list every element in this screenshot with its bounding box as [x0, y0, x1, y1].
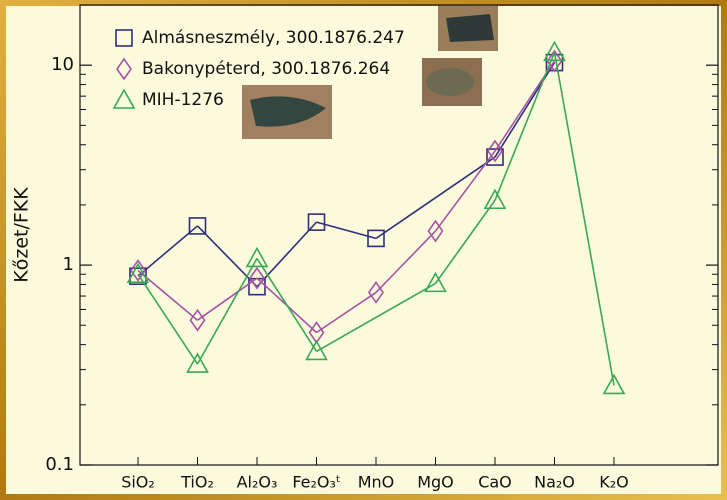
- background: [6, 6, 721, 494]
- line-segment: [137, 273, 199, 365]
- legend-symbol: [116, 57, 132, 81]
- y-tick-label: 1: [63, 254, 74, 275]
- data-point: [307, 213, 326, 231]
- data-point: [368, 281, 384, 304]
- x-tick-label: K₂O: [599, 473, 629, 492]
- legend-label: MIH-1276: [142, 90, 224, 110]
- data-point: [546, 49, 563, 73]
- line-segment: [196, 258, 258, 365]
- data-point: [245, 246, 269, 268]
- data-point: [424, 271, 447, 293]
- line-segment: [434, 150, 496, 232]
- legend-label: Bakonypéterd, 300.1876.264: [142, 59, 390, 79]
- line-segment: [256, 257, 318, 352]
- x-tick-label: Na₂O: [534, 473, 575, 492]
- data-point: [305, 339, 328, 361]
- line-segment: [137, 225, 199, 277]
- y-axis-label: Kőzet/FKK: [11, 187, 33, 283]
- data-point: [130, 259, 146, 282]
- data-point: [487, 139, 503, 163]
- data-point: [543, 40, 566, 62]
- x-tick-label: TiO₂: [180, 473, 214, 492]
- line-segment: [494, 51, 556, 201]
- x-tick-label: Al₂O₃: [237, 473, 278, 492]
- data-point: [188, 217, 207, 235]
- line-segment: [316, 291, 377, 334]
- x-tick-label: Fe₂O₃ᵗ: [292, 473, 340, 492]
- line-segment: [197, 277, 258, 321]
- data-point: [486, 148, 504, 166]
- line-segment: [137, 269, 199, 321]
- data-point: [126, 262, 150, 284]
- y-tick-label: 10: [51, 54, 74, 75]
- data-point: [186, 352, 209, 373]
- x-tick-label: MgO: [417, 473, 454, 492]
- line-segment: [375, 230, 437, 293]
- line-segment: [316, 282, 436, 353]
- data-point: [483, 188, 507, 210]
- line-segment: [375, 156, 496, 240]
- data-point: [189, 308, 206, 332]
- data-point: [602, 373, 626, 395]
- line-segment: [434, 199, 496, 284]
- line-segment: [316, 221, 377, 240]
- line-segment: [256, 221, 318, 288]
- stone-photos: [242, 5, 498, 139]
- legend-symbol: [112, 88, 136, 109]
- data-point: [427, 219, 444, 243]
- legend-symbol: [115, 29, 133, 47]
- data-point: [367, 229, 385, 248]
- data-point: [249, 266, 265, 290]
- x-tick-label: CaO: [478, 473, 512, 492]
- x-tick-label: SiO₂: [121, 473, 155, 492]
- x-tick-label: MnO: [358, 473, 395, 492]
- plot-frame: [79, 4, 719, 466]
- y-tick-label: 0.1: [45, 454, 74, 475]
- line-segment: [553, 52, 615, 386]
- legend-label: Almásneszmély, 300.1876.247: [142, 28, 405, 48]
